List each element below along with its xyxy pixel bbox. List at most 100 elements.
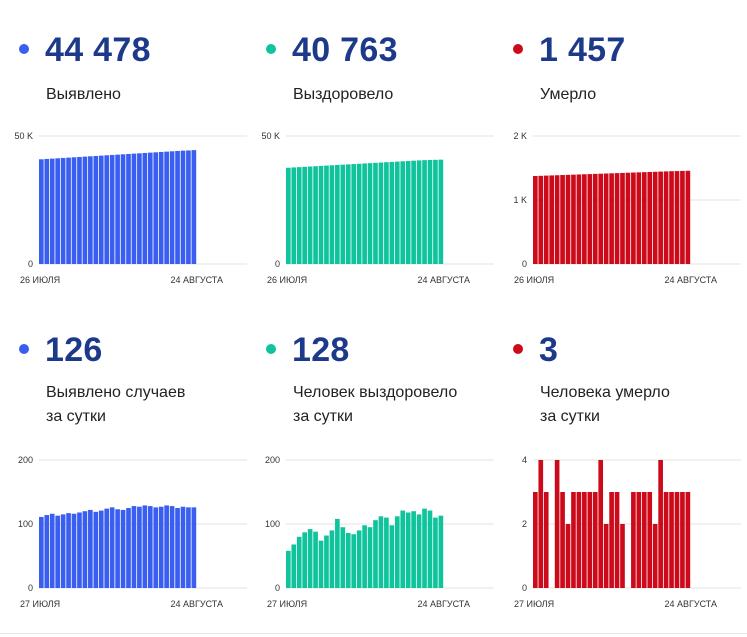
bar xyxy=(186,150,191,264)
bar xyxy=(329,530,335,588)
bar xyxy=(296,167,302,264)
daily-recovered-label-line1: Человек выздоровело xyxy=(293,384,458,401)
bar xyxy=(554,175,560,264)
bar xyxy=(142,505,148,588)
total-deaths-label: Умерло xyxy=(540,86,597,103)
bar xyxy=(389,161,395,264)
bar xyxy=(291,167,297,264)
daily-recovered-value: 128 xyxy=(292,331,350,369)
bar xyxy=(362,525,367,588)
bar xyxy=(82,511,88,588)
bar xyxy=(533,492,538,588)
bar xyxy=(142,152,148,264)
bar xyxy=(641,172,647,264)
x-end-label: 24 АВГУСТА xyxy=(664,599,717,609)
x-start-label: 27 ИЮЛЯ xyxy=(267,599,307,609)
bar xyxy=(620,524,625,588)
bar xyxy=(560,492,565,588)
daily-cases-value: 126 xyxy=(45,331,103,369)
bar xyxy=(614,492,620,588)
bar xyxy=(400,510,406,588)
bar xyxy=(104,508,110,588)
y-tick-label: 0 xyxy=(275,583,280,593)
bar xyxy=(324,535,329,588)
bar xyxy=(307,166,313,264)
total-cases-value: 44 478 xyxy=(45,31,151,69)
divider xyxy=(0,633,747,634)
y-tick-label: 200 xyxy=(265,455,280,465)
y-tick-label: 200 xyxy=(18,455,33,465)
bar xyxy=(147,506,153,588)
panel-total-recovered: 40 763 Выздоровело 0 50 K 26 ИЮЛЯ 24 АВГУСТ… xyxy=(247,0,494,318)
y-tick-label: 0 xyxy=(275,259,280,269)
total-deaths-chart: 0 1 K 2 K 26 ИЮЛЯ 24 АВГУСТА xyxy=(513,131,741,285)
bar xyxy=(351,164,357,264)
bar xyxy=(71,513,77,588)
bar xyxy=(394,516,400,588)
bar xyxy=(433,159,438,264)
bar xyxy=(367,163,373,264)
bar xyxy=(422,508,427,588)
y-tick-label: 0 xyxy=(28,259,33,269)
bar xyxy=(603,173,609,264)
bar xyxy=(647,492,653,588)
bar xyxy=(93,511,99,588)
bar xyxy=(137,506,142,588)
bar xyxy=(389,525,395,588)
bar xyxy=(652,171,658,264)
y-tick-label: 0 xyxy=(522,259,527,269)
bar xyxy=(77,512,82,588)
bar xyxy=(98,510,104,588)
bar xyxy=(39,159,44,264)
bar xyxy=(576,492,582,588)
panel-total-cases: 44 478 Выявлено 0 50 K 26 ИЮЛЯ 24 АВГУСТА xyxy=(0,0,247,318)
bar xyxy=(598,460,604,588)
bar xyxy=(55,515,60,588)
bar xyxy=(175,508,180,588)
bar xyxy=(373,520,378,588)
bar xyxy=(286,167,291,264)
bar xyxy=(663,492,669,588)
bar xyxy=(598,173,604,264)
bar xyxy=(153,152,159,264)
y-tick-label: 2 K xyxy=(513,131,527,141)
y-tick-label: 0 xyxy=(522,583,527,593)
bar xyxy=(680,492,685,588)
bar xyxy=(180,150,186,264)
blue-dot-icon xyxy=(19,44,29,54)
bar xyxy=(126,153,131,264)
bar xyxy=(109,507,115,588)
bar xyxy=(669,492,674,588)
daily-deaths-label-line1: Человека умерло xyxy=(540,384,670,401)
total-recovered-label: Выздоровело xyxy=(293,86,394,103)
x-end-label: 24 АВГУСТА xyxy=(170,599,223,609)
bar xyxy=(296,536,302,588)
bar xyxy=(169,506,175,588)
bar xyxy=(411,511,416,588)
bar xyxy=(592,492,598,588)
bar xyxy=(191,507,197,588)
y-tick-label: 2 xyxy=(522,519,527,529)
bar xyxy=(658,171,663,264)
bar xyxy=(169,151,175,264)
bar xyxy=(438,159,444,264)
bar xyxy=(582,174,587,264)
total-recovered-value: 40 763 xyxy=(292,31,398,69)
panel-total-deaths: 1 457 Умерло 0 1 K 2 K 26 ИЮЛЯ 24 АВГУСТА xyxy=(494,0,741,318)
bar xyxy=(560,175,565,264)
bar xyxy=(554,460,560,588)
total-recovered-chart: 0 50 K 26 ИЮЛЯ 24 АВГУСТА xyxy=(261,131,494,285)
daily-deaths-label-line2: за сутки xyxy=(540,408,600,425)
total-cases-chart: 0 50 K 26 ИЮЛЯ 24 АВГУСТА xyxy=(14,131,247,285)
bar xyxy=(137,153,142,264)
red-dot-icon xyxy=(513,44,523,54)
bar xyxy=(158,506,164,588)
bar xyxy=(411,160,416,264)
bar xyxy=(384,162,389,264)
y-tick-label: 100 xyxy=(18,519,33,529)
bar xyxy=(318,165,324,264)
bar xyxy=(603,524,609,588)
panel-daily-deaths: 3 Человека умерло за сутки 0 2 4 27 ИЮЛЯ 24 … xyxy=(494,318,741,636)
bar xyxy=(674,492,680,588)
bar xyxy=(663,171,669,264)
